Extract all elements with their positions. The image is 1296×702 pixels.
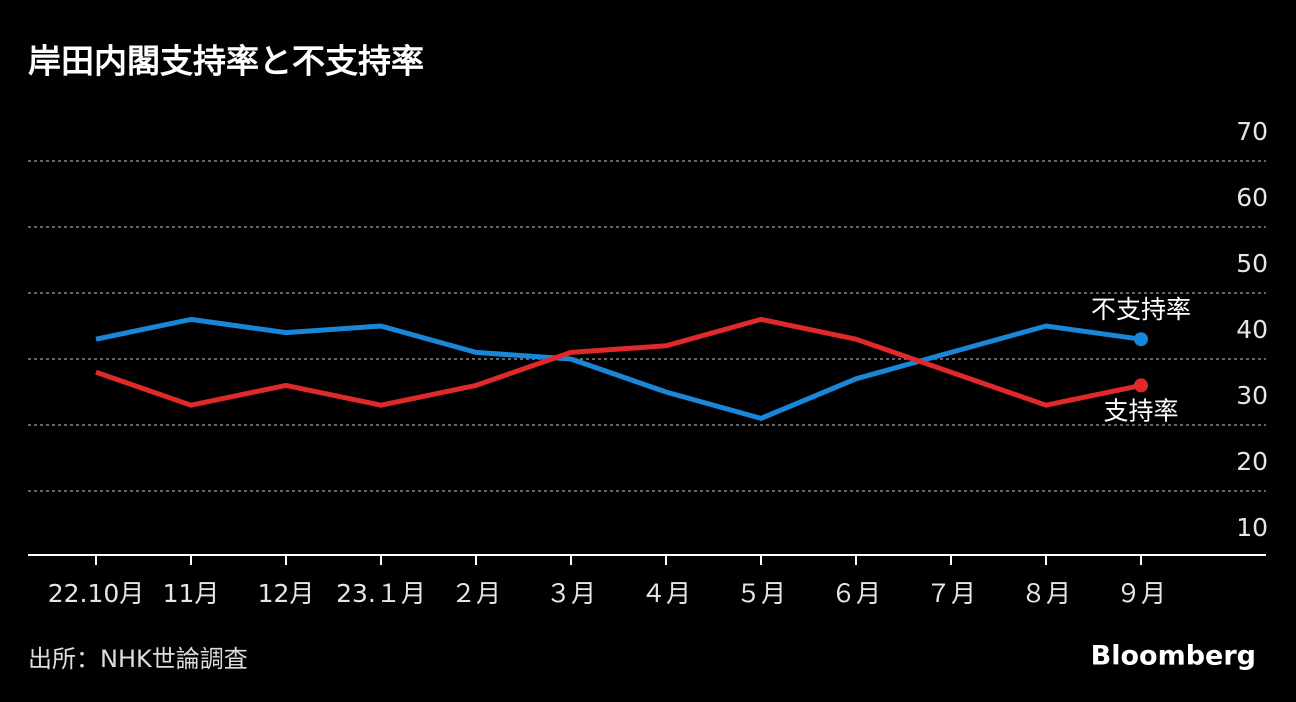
series-label: 不支持率 — [1091, 295, 1191, 324]
y-tick-label: 10 — [1236, 513, 1268, 542]
x-tick-label: ２月 — [451, 579, 501, 608]
series-line — [95, 316, 1142, 421]
x-tick-label: ６月 — [831, 579, 881, 608]
y-tick-label: 50 — [1236, 249, 1268, 278]
x-tick-label: ８月 — [1021, 579, 1071, 608]
chart-title: 岸田内閣支持率と不支持率 — [28, 42, 424, 81]
x-tick-label: 12月 — [258, 579, 315, 608]
x-tick-label: ４月 — [641, 579, 691, 608]
series-line — [95, 316, 1142, 408]
x-tick-label: 22.10月 — [48, 579, 145, 608]
y-tick-label: 70 — [1236, 117, 1268, 146]
x-tick-label: ７月 — [926, 579, 976, 608]
x-tick-label: 11月 — [163, 579, 220, 608]
end-dot — [1134, 332, 1148, 347]
series-label: 支持率 — [1103, 396, 1178, 425]
x-tick-label: ５月 — [736, 579, 786, 608]
x-tick-label: ９月 — [1116, 579, 1166, 608]
x-tick-label: ３月 — [546, 579, 596, 608]
y-tick-label: 30 — [1236, 381, 1268, 410]
x-tick-label: 23.１月 — [336, 579, 426, 608]
brand-logo: Bloomberg — [1091, 641, 1256, 672]
source: 出所：NHK世論調査 — [28, 645, 248, 673]
y-tick-label: 20 — [1236, 447, 1268, 476]
y-tick-label: 60 — [1236, 183, 1268, 212]
end-dot — [1134, 378, 1148, 393]
y-tick-label: 40 — [1236, 315, 1268, 344]
